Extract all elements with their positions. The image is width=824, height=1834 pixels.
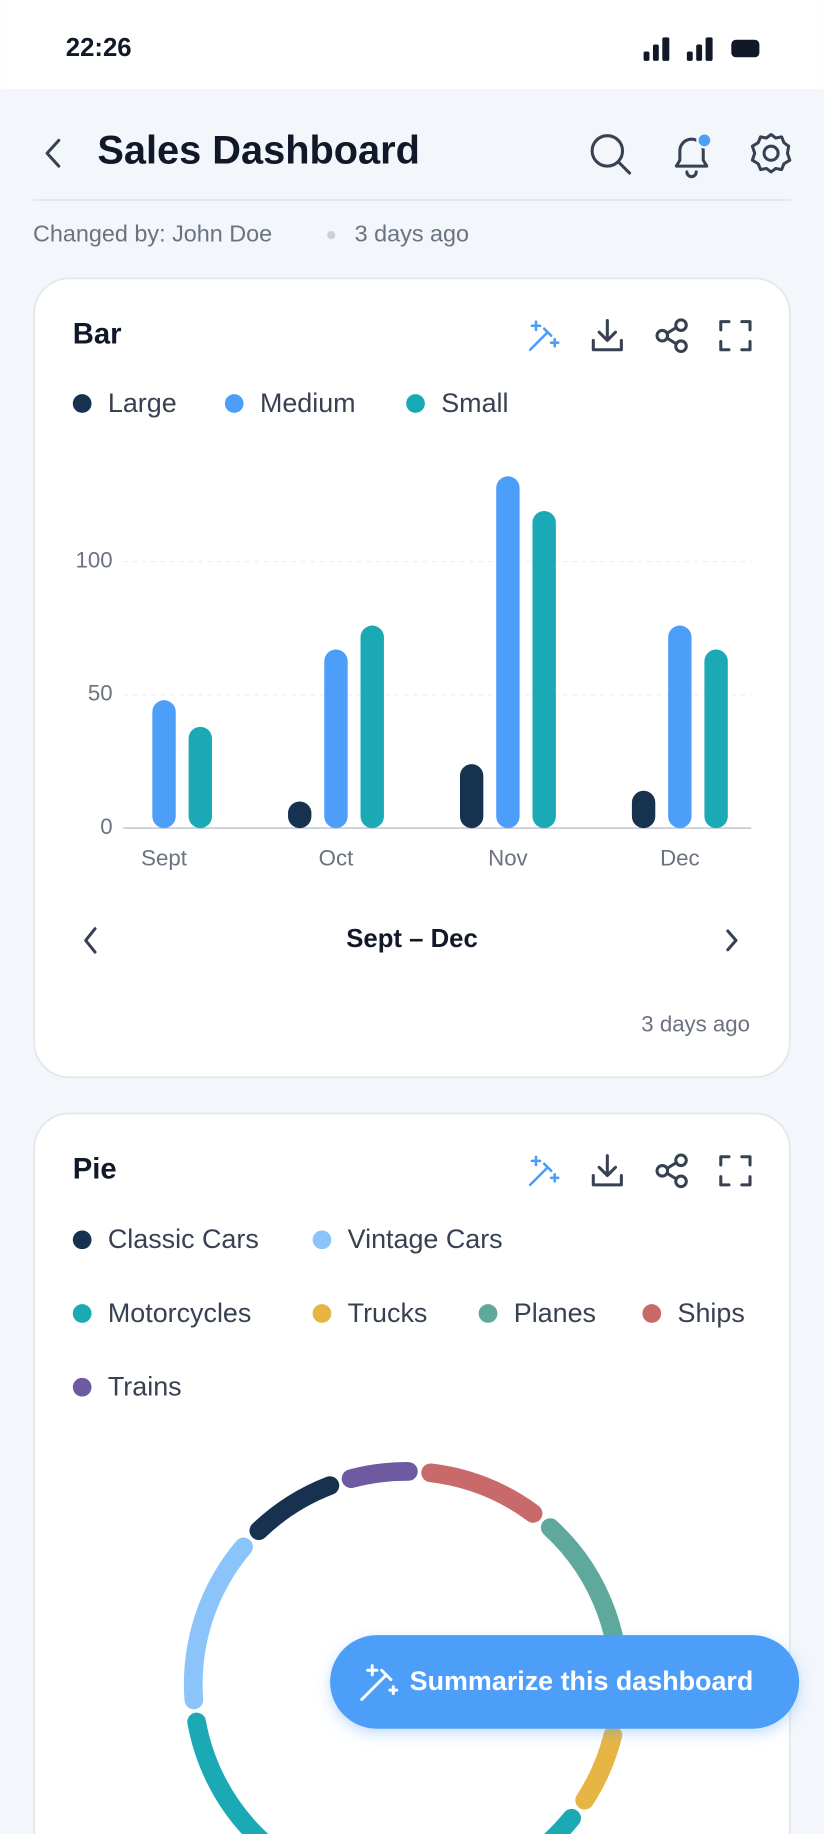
page-title: Sales Dashboard: [97, 129, 420, 173]
summarize-label[interactable]: Summarize this dashboard: [410, 1666, 754, 1696]
separator-dot: [327, 231, 336, 240]
pie-segment: [183, 1537, 253, 1710]
search-button[interactable]: [590, 134, 632, 175]
y-tick-label: 0: [100, 814, 112, 839]
bar: [324, 649, 348, 829]
pie-segment: [187, 1712, 581, 1834]
magic-button[interactable]: [528, 320, 560, 352]
pie-segment: [575, 1725, 623, 1810]
fullscreen-button[interactable]: [719, 320, 752, 352]
legend-marker: [72, 394, 92, 413]
pie-segment: [249, 1476, 340, 1540]
bar: [288, 801, 312, 829]
legend-label: Large: [108, 388, 177, 418]
bar: [631, 790, 656, 829]
share-button[interactable]: [655, 318, 688, 353]
legend-marker: [406, 394, 425, 413]
card-title: Pie: [73, 1154, 117, 1186]
legend-label: Planes: [514, 1298, 596, 1328]
legend-label: Trucks: [348, 1298, 428, 1328]
summarize-button-bg[interactable]: [330, 1635, 800, 1729]
legend-marker: [312, 1230, 332, 1250]
summarize-icon: [360, 1664, 399, 1701]
legend-label: Classic Cars: [108, 1224, 259, 1254]
magic-button[interactable]: [528, 1155, 560, 1187]
previous-range[interactable]: [84, 927, 97, 954]
settings-button[interactable]: [750, 132, 792, 174]
legend-marker: [72, 1304, 92, 1323]
bar: [360, 625, 384, 829]
legend-label: Small: [441, 388, 508, 418]
bar: [496, 476, 520, 829]
changed-by: Changed by: John Doe: [33, 220, 272, 246]
bar: [704, 649, 728, 829]
legend-label: Motorcycles: [108, 1298, 251, 1328]
bar: [459, 764, 484, 829]
changed-when: 3 days ago: [355, 220, 469, 246]
next-range[interactable]: [726, 929, 738, 952]
legend-marker: [224, 394, 244, 413]
download-button[interactable]: [591, 1154, 623, 1187]
legend-marker: [478, 1304, 498, 1323]
bar: [152, 700, 176, 829]
legend-marker: [312, 1304, 332, 1323]
notification-dot: [696, 132, 713, 149]
pie-segment: [341, 1462, 418, 1489]
range-label: Sept – Dec: [346, 925, 478, 953]
legend-marker: [72, 1377, 92, 1397]
legend-label: Medium: [260, 388, 356, 418]
download-button[interactable]: [591, 318, 623, 352]
legend-label: Ships: [678, 1298, 745, 1328]
x-tick-label: Oct: [319, 846, 354, 871]
x-tick-label: Nov: [488, 846, 528, 871]
bar: [188, 726, 212, 829]
fullscreen-button[interactable]: [719, 1155, 752, 1187]
bar: [668, 625, 692, 829]
updated: 3 days ago: [641, 1012, 750, 1037]
status-icons: [643, 37, 760, 61]
y-tick-label: 50: [88, 681, 113, 706]
bar: [532, 510, 556, 829]
x-tick-label: Dec: [660, 846, 700, 871]
status-bar: [0, 0, 824, 89]
notifications-button[interactable]: [674, 137, 709, 179]
share-button[interactable]: [655, 1153, 688, 1189]
card-title: Bar: [73, 318, 122, 350]
bar-card: [33, 277, 791, 1079]
legend-label: Trains: [108, 1371, 182, 1401]
summarize-button[interactable]: [330, 1635, 800, 1729]
legend-marker: [72, 1230, 92, 1250]
time: 22:26: [66, 34, 132, 62]
legend-marker: [642, 1304, 662, 1323]
back-button[interactable]: [45, 138, 61, 168]
legend-label: Vintage Cars: [348, 1224, 503, 1254]
pie-segment: [421, 1463, 543, 1523]
x-tick-label: Sept: [141, 846, 188, 871]
y-tick-label: 100: [75, 547, 112, 572]
